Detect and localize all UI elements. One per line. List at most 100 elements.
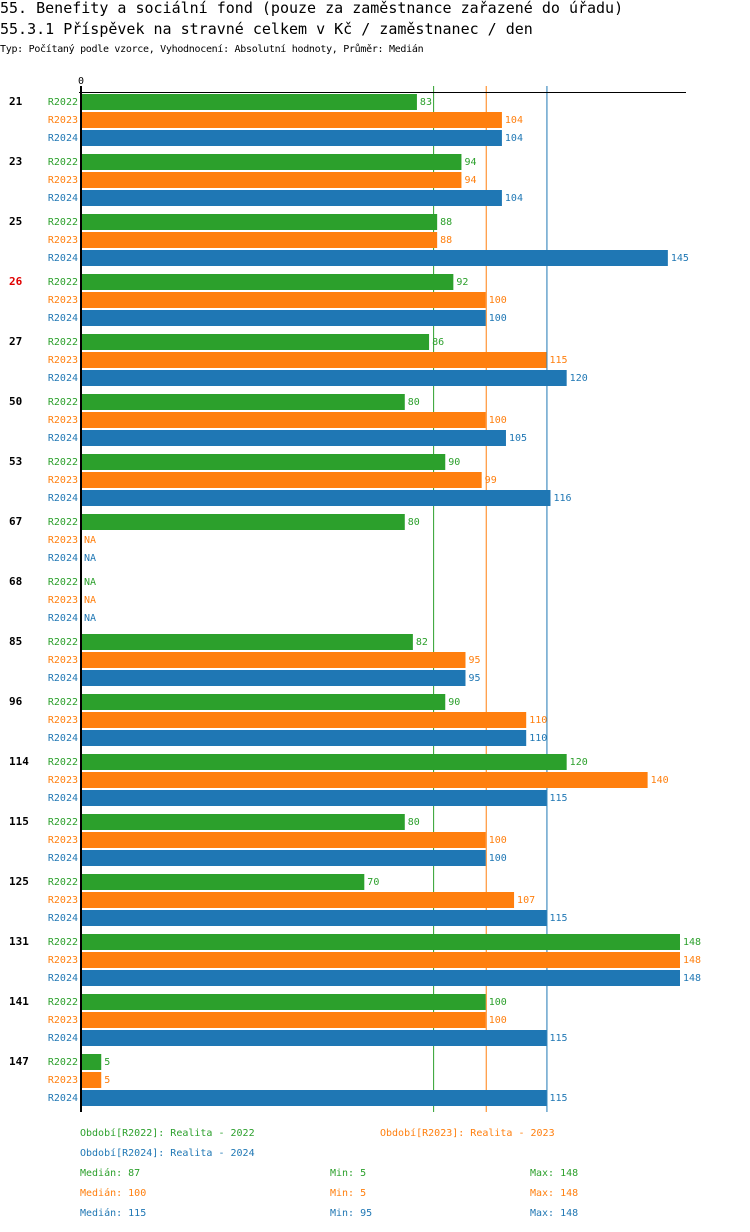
data-label: 5 bbox=[104, 1057, 110, 1068]
na-label: NA bbox=[84, 553, 96, 564]
stat-max-r2023: Max: 148 bbox=[530, 1188, 579, 1199]
bar bbox=[81, 790, 547, 806]
data-label: 88 bbox=[440, 217, 452, 228]
bar bbox=[81, 832, 486, 848]
series-label: R2024 bbox=[48, 853, 78, 864]
category-label: 23 bbox=[9, 155, 22, 168]
series-label: R2023 bbox=[48, 1075, 78, 1086]
bar bbox=[81, 730, 527, 746]
data-label: 90 bbox=[448, 697, 460, 708]
data-label: 115 bbox=[549, 913, 567, 924]
bar bbox=[81, 190, 502, 206]
category-label: 85 bbox=[9, 635, 22, 648]
category-label: 27 bbox=[9, 335, 22, 348]
series-label: R2023 bbox=[48, 115, 78, 126]
series-label: R2024 bbox=[48, 973, 78, 984]
data-label: 100 bbox=[489, 835, 507, 846]
data-label: 82 bbox=[416, 637, 428, 648]
na-label: NA bbox=[84, 577, 96, 588]
series-label: R2024 bbox=[48, 673, 78, 684]
data-label: 120 bbox=[570, 757, 588, 768]
data-label: 83 bbox=[420, 97, 432, 108]
data-label: 100 bbox=[489, 997, 507, 1008]
category-label: 26 bbox=[9, 275, 23, 288]
bar bbox=[81, 772, 648, 788]
bar bbox=[81, 274, 454, 290]
data-label: 94 bbox=[464, 157, 476, 168]
series-label: R2024 bbox=[48, 133, 78, 144]
series-label: R2022 bbox=[48, 757, 78, 768]
legend-r2024: Období[R2024]: Realita - 2024 bbox=[80, 1148, 255, 1159]
data-label: 107 bbox=[517, 895, 535, 906]
data-label: 115 bbox=[549, 355, 567, 366]
data-label: 92 bbox=[456, 277, 468, 288]
stat-median-r2023: Medián: 100 bbox=[80, 1188, 147, 1199]
series-label: R2022 bbox=[48, 277, 78, 288]
series-label: R2022 bbox=[48, 877, 78, 888]
bar bbox=[81, 172, 462, 188]
series-label: R2024 bbox=[48, 193, 78, 204]
bar bbox=[81, 154, 462, 170]
bar bbox=[81, 670, 466, 686]
series-label: R2022 bbox=[48, 1057, 78, 1068]
bar bbox=[81, 694, 446, 710]
series-label: R2022 bbox=[48, 157, 78, 168]
na-label: NA bbox=[84, 595, 96, 606]
category-label: 96 bbox=[9, 695, 23, 708]
data-label: 120 bbox=[570, 373, 588, 384]
series-label: R2023 bbox=[48, 415, 78, 426]
bar bbox=[81, 430, 506, 446]
series-label: R2023 bbox=[48, 655, 78, 666]
category-label: 115 bbox=[9, 815, 29, 828]
chart-meta: Typ: Počítaný podle vzorce, Vyhodnocení:… bbox=[0, 44, 424, 55]
series-label: R2022 bbox=[48, 97, 78, 108]
bar bbox=[81, 994, 486, 1010]
data-label: 148 bbox=[683, 937, 701, 948]
data-label: 5 bbox=[104, 1075, 110, 1086]
data-label: 94 bbox=[464, 175, 476, 186]
data-label: 86 bbox=[432, 337, 444, 348]
data-label: 105 bbox=[509, 433, 527, 444]
bar bbox=[81, 952, 680, 968]
data-label: 100 bbox=[489, 295, 507, 306]
legend-r2023: Období[R2023]: Realita - 2023 bbox=[380, 1128, 555, 1139]
series-label: R2022 bbox=[48, 997, 78, 1008]
data-label: 90 bbox=[448, 457, 460, 468]
data-label: 148 bbox=[683, 955, 701, 966]
data-label: 145 bbox=[671, 253, 689, 264]
bar bbox=[81, 910, 547, 926]
stat-median-r2024: Medián: 115 bbox=[80, 1208, 147, 1219]
bar bbox=[81, 514, 405, 530]
chart-section-title: 55. Benefity a sociální fond (pouze za z… bbox=[0, 0, 624, 17]
series-label: R2022 bbox=[48, 457, 78, 468]
bar bbox=[81, 970, 680, 986]
series-label: R2024 bbox=[48, 613, 78, 624]
data-label: 148 bbox=[683, 973, 701, 984]
bar bbox=[81, 1054, 102, 1070]
bar bbox=[81, 94, 417, 110]
series-label: R2022 bbox=[48, 697, 78, 708]
bar bbox=[81, 814, 405, 830]
series-label: R2023 bbox=[48, 535, 78, 546]
bar bbox=[81, 1072, 102, 1088]
bar bbox=[81, 412, 486, 428]
category-label: 21 bbox=[9, 95, 23, 108]
series-label: R2024 bbox=[48, 553, 78, 564]
category-label: 147 bbox=[9, 1055, 29, 1068]
category-label: 125 bbox=[9, 875, 29, 888]
data-label: 100 bbox=[489, 1015, 507, 1026]
bar bbox=[81, 292, 486, 308]
data-label: 99 bbox=[485, 475, 497, 486]
series-label: R2024 bbox=[48, 913, 78, 924]
series-label: R2023 bbox=[48, 595, 78, 606]
data-label: 116 bbox=[553, 493, 571, 504]
data-label: 95 bbox=[468, 655, 480, 666]
category-label: 67 bbox=[9, 515, 22, 528]
bar bbox=[81, 934, 680, 950]
category-label: 53 bbox=[9, 455, 22, 468]
series-label: R2022 bbox=[48, 577, 78, 588]
na-label: NA bbox=[84, 613, 96, 624]
bar bbox=[81, 370, 567, 386]
category-label: 25 bbox=[9, 215, 22, 228]
